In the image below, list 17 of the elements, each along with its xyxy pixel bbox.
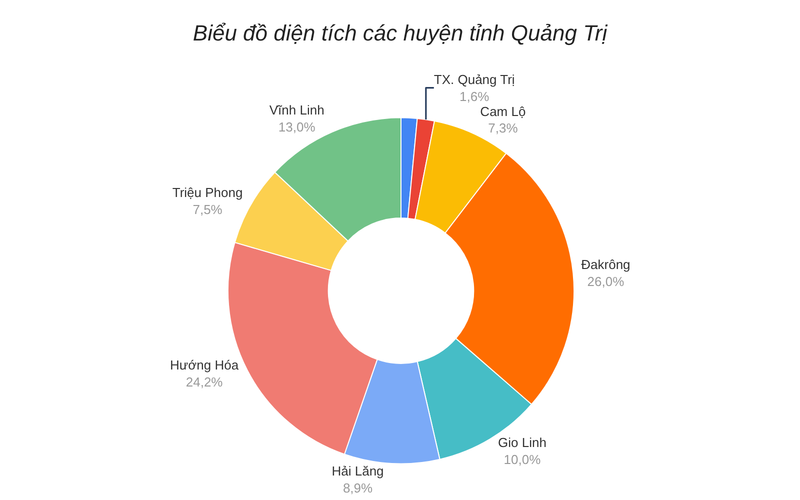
slice-label: Vĩnh Linh <box>269 102 324 118</box>
slice-label: Đakrông <box>581 257 630 272</box>
data-label: 13,0% <box>278 119 316 134</box>
slice-label: Hải Lăng <box>332 463 384 478</box>
data-label: 7,5% <box>192 202 223 218</box>
slice-label: Gio Linh <box>498 434 546 450</box>
data-label: 8,9% <box>342 480 374 496</box>
data-label: 26,0% <box>587 274 625 290</box>
slice-label: Triệu Phong <box>172 185 243 200</box>
slice-label: TX. Quảng Trị <box>434 72 515 87</box>
slice-label: Hướng Hóa <box>170 358 240 373</box>
data-label: 7,3% <box>488 120 518 136</box>
slice-label: Cam Lộ <box>480 104 526 119</box>
data-label: 10,0% <box>504 452 542 467</box>
data-label: 24,2% <box>186 374 224 390</box>
data-label: 1,6% <box>460 88 490 104</box>
chart-title: Biểu đồ diện tích các huyện tỉnh Quảng Trị <box>192 20 608 46</box>
